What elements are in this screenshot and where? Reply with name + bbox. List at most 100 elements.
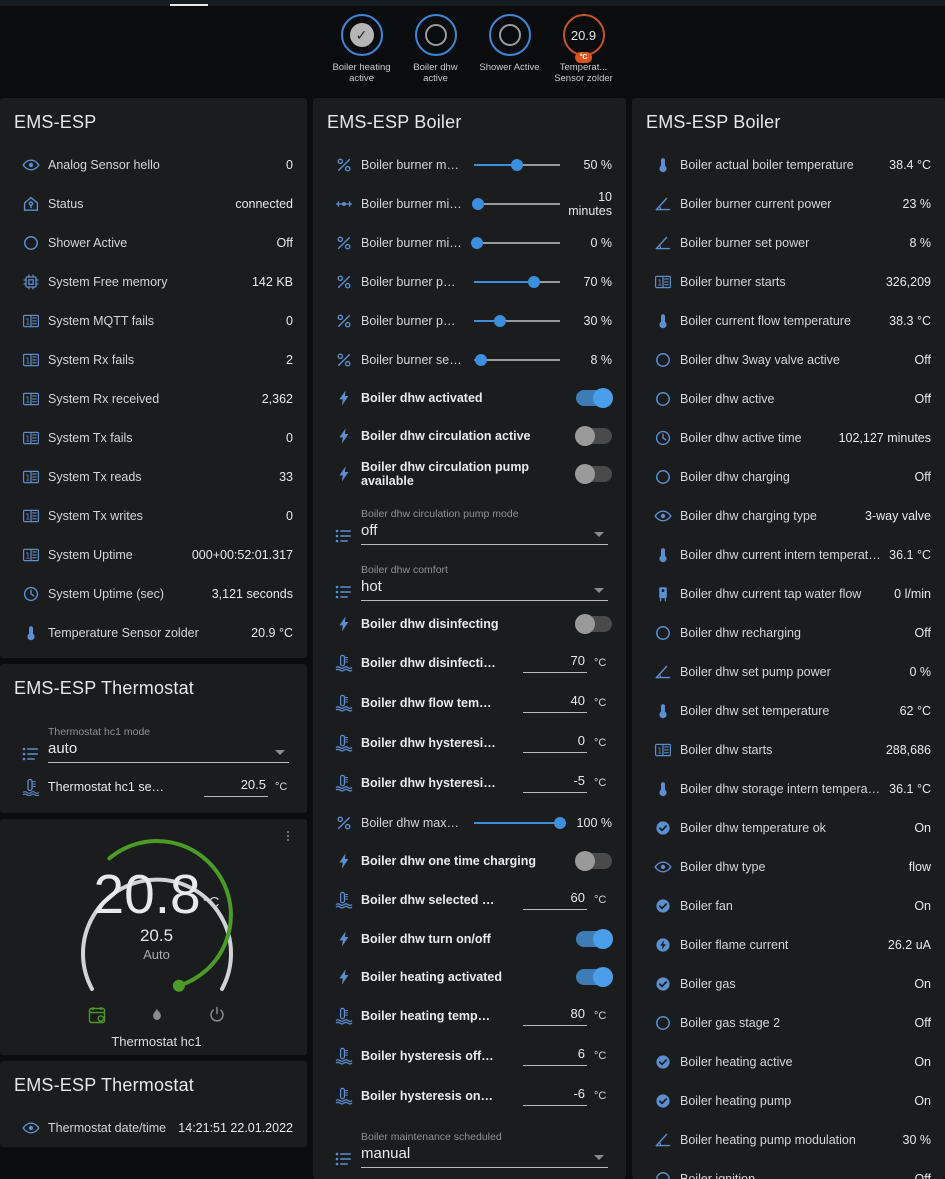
number-input[interactable]: 6 (523, 1046, 587, 1066)
list-item[interactable]: Boiler actual boiler temperature 38.4 °C (646, 145, 931, 184)
list-item[interactable]: Boiler dhw set temperature 62 °C (646, 691, 931, 730)
number-row[interactable]: Boiler dhw disinfecti… 70 °C (327, 643, 612, 683)
chevron-down-icon[interactable] (594, 1155, 604, 1160)
toggle-row[interactable]: Boiler dhw circulation active (327, 417, 612, 455)
list-item[interactable]: Boiler dhw temperature ok On (646, 808, 931, 847)
select-value[interactable]: manual (361, 1145, 608, 1168)
list-item[interactable]: Boiler dhw type flow (646, 847, 931, 886)
slider-row[interactable]: Boiler dhw max power 100 % (327, 803, 612, 842)
gauge-arc[interactable] (0, 829, 313, 1004)
list-item[interactable]: 1 System Rx received 2,362 (14, 379, 293, 418)
select-row[interactable]: Boiler dhw comfort hot (327, 549, 612, 605)
slider-row[interactable]: Boiler burner pump … 70 % (327, 262, 612, 301)
select-value[interactable]: hot (361, 578, 608, 601)
toggle-row[interactable]: Boiler dhw circulation pump available (327, 455, 612, 493)
toggle-switch[interactable] (576, 967, 613, 987)
list-item[interactable]: Boiler burner set power 8 % (646, 223, 931, 262)
slider[interactable] (472, 197, 560, 211)
slider-knob[interactable] (511, 158, 523, 171)
thermostat-setpoint-row[interactable]: Thermostat hc1 se… 20.5 °C (14, 767, 293, 807)
toggle-switch[interactable] (575, 464, 612, 484)
list-item[interactable]: Boiler heating pump On (646, 1081, 931, 1120)
number-row[interactable]: Boiler dhw hysteresi… -5 °C (327, 763, 612, 803)
list-item[interactable]: Boiler dhw charging type 3-way valve (646, 496, 931, 535)
number-row[interactable]: Boiler hysteresis on… -6 °C (327, 1076, 612, 1116)
slider-row[interactable]: Boiler burner selecte… 8 % (327, 340, 612, 379)
list-item[interactable]: 1 System Rx fails 2 (14, 340, 293, 379)
slider[interactable] (474, 158, 560, 172)
number-input[interactable]: 40 (523, 693, 587, 713)
slider-row[interactable]: Boiler burner max po… 50 % (327, 145, 612, 184)
chevron-down-icon[interactable] (594, 532, 604, 537)
list-item[interactable]: Boiler dhw current intern temperature 36… (646, 535, 931, 574)
list-item[interactable]: System Uptime (sec) 3,121 seconds (14, 574, 293, 613)
number-input[interactable]: 20.5 (204, 777, 268, 797)
list-item[interactable]: Boiler dhw set pump power 0 % (646, 652, 931, 691)
slider-knob[interactable] (493, 314, 506, 327)
list-item[interactable]: 1 System Uptime 000+00:52:01.317 (14, 535, 293, 574)
slider-row[interactable]: Boiler burner min po… 0 % (327, 223, 612, 262)
select-value[interactable]: auto (48, 740, 289, 763)
number-input[interactable]: 70 (523, 653, 587, 673)
slider[interactable] (474, 275, 560, 289)
toggle-switch[interactable] (576, 929, 613, 949)
toggle-row[interactable]: Boiler dhw one time charging (327, 842, 612, 880)
list-item[interactable]: Temperature Sensor zolder 20.9 °C (14, 613, 293, 652)
list-item[interactable]: Thermostat date/time 14:21:51 22.01.2022 (14, 1108, 293, 1147)
toggle-switch[interactable] (575, 426, 612, 446)
number-input[interactable]: 60 (523, 890, 587, 910)
chevron-down-icon[interactable] (275, 750, 285, 755)
toggle-switch[interactable] (575, 614, 612, 634)
slider-knob[interactable] (528, 275, 541, 288)
list-item[interactable]: System Free memory 142 KB (14, 262, 293, 301)
list-item[interactable]: Boiler heating active On (646, 1042, 931, 1081)
toggle-switch[interactable] (575, 851, 612, 871)
slider-row[interactable]: Boiler burner pump … 30 % (327, 301, 612, 340)
list-item[interactable]: Boiler burner current power 23 % (646, 184, 931, 223)
list-item[interactable]: Boiler dhw 3way valve active Off (646, 340, 931, 379)
toggle-row[interactable]: Boiler dhw turn on/off (327, 920, 613, 958)
select-value[interactable]: off (361, 522, 608, 545)
flame-icon[interactable] (147, 1005, 167, 1030)
list-item[interactable]: 1 Boiler burner starts 326,209 (646, 262, 931, 301)
list-item[interactable]: 1 Boiler dhw starts 288,686 (646, 730, 931, 769)
badge-0[interactable]: ✓ Boiler heating active (331, 14, 393, 84)
list-item[interactable]: 1 System Tx reads 33 (14, 457, 293, 496)
list-item[interactable]: Shower Active Off (14, 223, 293, 262)
list-item[interactable]: Boiler ignition Off (646, 1159, 931, 1179)
list-item[interactable]: Boiler heating pump modulation 30 % (646, 1120, 931, 1159)
list-item[interactable]: 1 System Tx writes 0 (14, 496, 293, 535)
slider-knob[interactable] (472, 197, 485, 210)
slider-knob[interactable] (474, 353, 487, 366)
number-input[interactable]: -5 (523, 773, 587, 793)
list-item[interactable]: Analog Sensor hello 0 (14, 145, 293, 184)
chevron-down-icon[interactable] (594, 588, 604, 593)
list-item[interactable]: Boiler dhw recharging Off (646, 613, 931, 652)
list-item[interactable]: Boiler dhw current tap water flow 0 l/mi… (646, 574, 931, 613)
badge-2[interactable]: Shower Active (479, 14, 541, 73)
list-item[interactable]: Boiler fan On (646, 886, 931, 925)
number-row[interactable]: Boiler heating temp… 80 °C (327, 996, 612, 1036)
number-row[interactable]: Boiler hysteresis off… 6 °C (327, 1036, 612, 1076)
list-item[interactable]: Boiler gas stage 2 Off (646, 1003, 931, 1042)
badge-circle[interactable] (488, 14, 531, 56)
toggle-row[interactable]: Boiler dhw activated (327, 379, 613, 417)
slider[interactable] (474, 353, 560, 367)
slider-knob[interactable] (554, 816, 566, 829)
list-item[interactable]: Boiler dhw active time 102,127 minutes (646, 418, 931, 457)
list-item[interactable]: Boiler dhw storage intern temperature 36… (646, 769, 931, 808)
toggle-row[interactable]: Boiler heating activated (327, 958, 613, 996)
number-row[interactable]: Boiler dhw flow tem… 40 °C (327, 683, 612, 723)
badge-circle[interactable]: ✓ (340, 14, 383, 56)
list-item[interactable]: Boiler current flow temperature 38.3 °C (646, 301, 931, 340)
list-item[interactable]: Boiler dhw active Off (646, 379, 931, 418)
number-input[interactable]: 0 (523, 733, 587, 753)
slider[interactable] (474, 816, 566, 830)
number-input[interactable]: 80 (523, 1006, 587, 1026)
calendar-clock-icon[interactable] (87, 1005, 107, 1030)
slider[interactable] (470, 236, 560, 250)
list-item[interactable]: 1 System Tx fails 0 (14, 418, 293, 457)
select-row[interactable]: Boiler dhw circulation pump mode off (327, 493, 612, 549)
power-icon[interactable] (207, 1005, 227, 1030)
